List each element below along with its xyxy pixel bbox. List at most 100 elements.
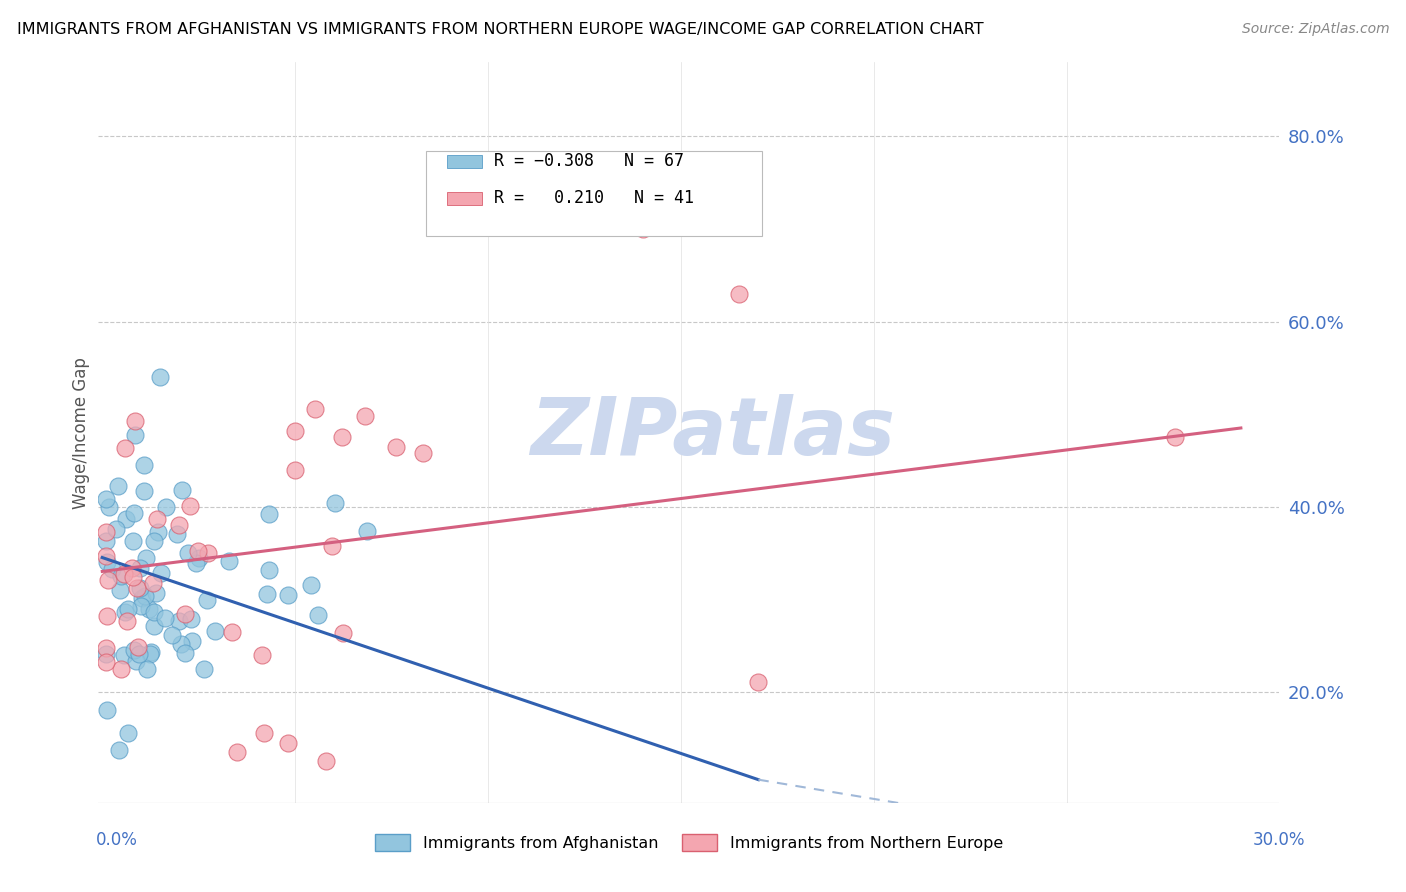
Point [124, 653, 146, 667]
Point [114, 441, 136, 455]
Point [170, 483, 193, 498]
Point [284, 424, 307, 438]
Point [353, 409, 375, 423]
Point [321, 539, 343, 553]
Point [129, 599, 152, 614]
Point [307, 607, 329, 622]
Point [226, 745, 249, 759]
Point [138, 601, 160, 615]
Point [124, 428, 146, 442]
Text: R = −0.308   N = 67: R = −0.308 N = 67 [494, 152, 685, 169]
Text: 30.0%: 30.0% [1253, 831, 1305, 849]
Point [142, 534, 165, 549]
Point [121, 534, 143, 549]
Point [186, 556, 208, 570]
Point [132, 458, 155, 473]
Point [146, 525, 169, 540]
Point [728, 286, 751, 301]
Point [149, 370, 172, 384]
Point [180, 612, 202, 626]
Point [332, 625, 354, 640]
Point [94, 491, 117, 506]
Point [110, 582, 132, 597]
Point [167, 615, 190, 629]
Point [197, 592, 219, 607]
Point [330, 430, 353, 444]
Point [94, 534, 117, 549]
Point [257, 507, 280, 521]
Point [304, 402, 326, 417]
Point [277, 589, 299, 603]
Point [96, 608, 118, 623]
Point [142, 619, 165, 633]
Point [112, 566, 135, 581]
Point [256, 587, 278, 601]
Point [128, 582, 150, 596]
Point [170, 637, 193, 651]
Point [139, 647, 162, 661]
Point [117, 615, 139, 629]
Point [94, 647, 117, 661]
Point [135, 551, 157, 566]
Point [142, 575, 165, 590]
Point [177, 546, 200, 560]
Point [299, 578, 322, 592]
Point [197, 546, 219, 560]
Point [153, 611, 176, 625]
Point [139, 645, 162, 659]
Point [356, 524, 378, 538]
Point [128, 648, 150, 662]
Point [114, 605, 136, 619]
Point [166, 527, 188, 541]
Bar [447, 155, 482, 169]
Bar [447, 192, 482, 205]
Point [250, 648, 273, 662]
Point [117, 725, 139, 739]
Point [97, 574, 120, 588]
Text: ZIPatlas: ZIPatlas [530, 393, 896, 472]
Text: 0.0%: 0.0% [96, 831, 138, 849]
Point [155, 500, 177, 514]
Y-axis label: Wage/Income Gap: Wage/Income Gap [72, 357, 90, 508]
Text: Source: ZipAtlas.com: Source: ZipAtlas.com [1241, 22, 1389, 37]
Point [107, 478, 129, 492]
Point [145, 586, 167, 600]
Point [142, 605, 165, 619]
Point [110, 662, 132, 676]
Point [94, 524, 117, 539]
Point [167, 517, 190, 532]
Point [204, 624, 226, 638]
Point [94, 549, 117, 563]
Point [259, 563, 281, 577]
Point [631, 222, 654, 236]
Point [221, 625, 243, 640]
Point [193, 661, 215, 675]
Point [134, 484, 156, 499]
Point [1164, 430, 1187, 444]
Legend: Immigrants from Afghanistan, Immigrants from Northern Europe: Immigrants from Afghanistan, Immigrants … [368, 828, 1010, 858]
Point [284, 463, 307, 477]
Point [98, 500, 121, 515]
Point [187, 551, 209, 566]
Point [218, 554, 240, 568]
Point [112, 648, 135, 662]
Point [96, 703, 118, 717]
Text: IMMIGRANTS FROM AFGHANISTAN VS IMMIGRANTS FROM NORTHERN EUROPE WAGE/INCOME GAP C: IMMIGRANTS FROM AFGHANISTAN VS IMMIGRANT… [17, 22, 984, 37]
Point [121, 570, 143, 584]
Point [747, 675, 769, 690]
Point [384, 440, 406, 454]
Point [129, 561, 152, 575]
Point [150, 566, 173, 580]
Point [323, 496, 346, 510]
Point [315, 754, 337, 768]
Point [134, 589, 156, 603]
Point [127, 640, 149, 654]
Point [122, 506, 145, 520]
Point [121, 561, 143, 575]
Point [96, 555, 118, 569]
Point [180, 633, 202, 648]
Point [115, 511, 138, 525]
Point [117, 601, 139, 615]
Point [94, 655, 117, 669]
Point [412, 446, 434, 460]
